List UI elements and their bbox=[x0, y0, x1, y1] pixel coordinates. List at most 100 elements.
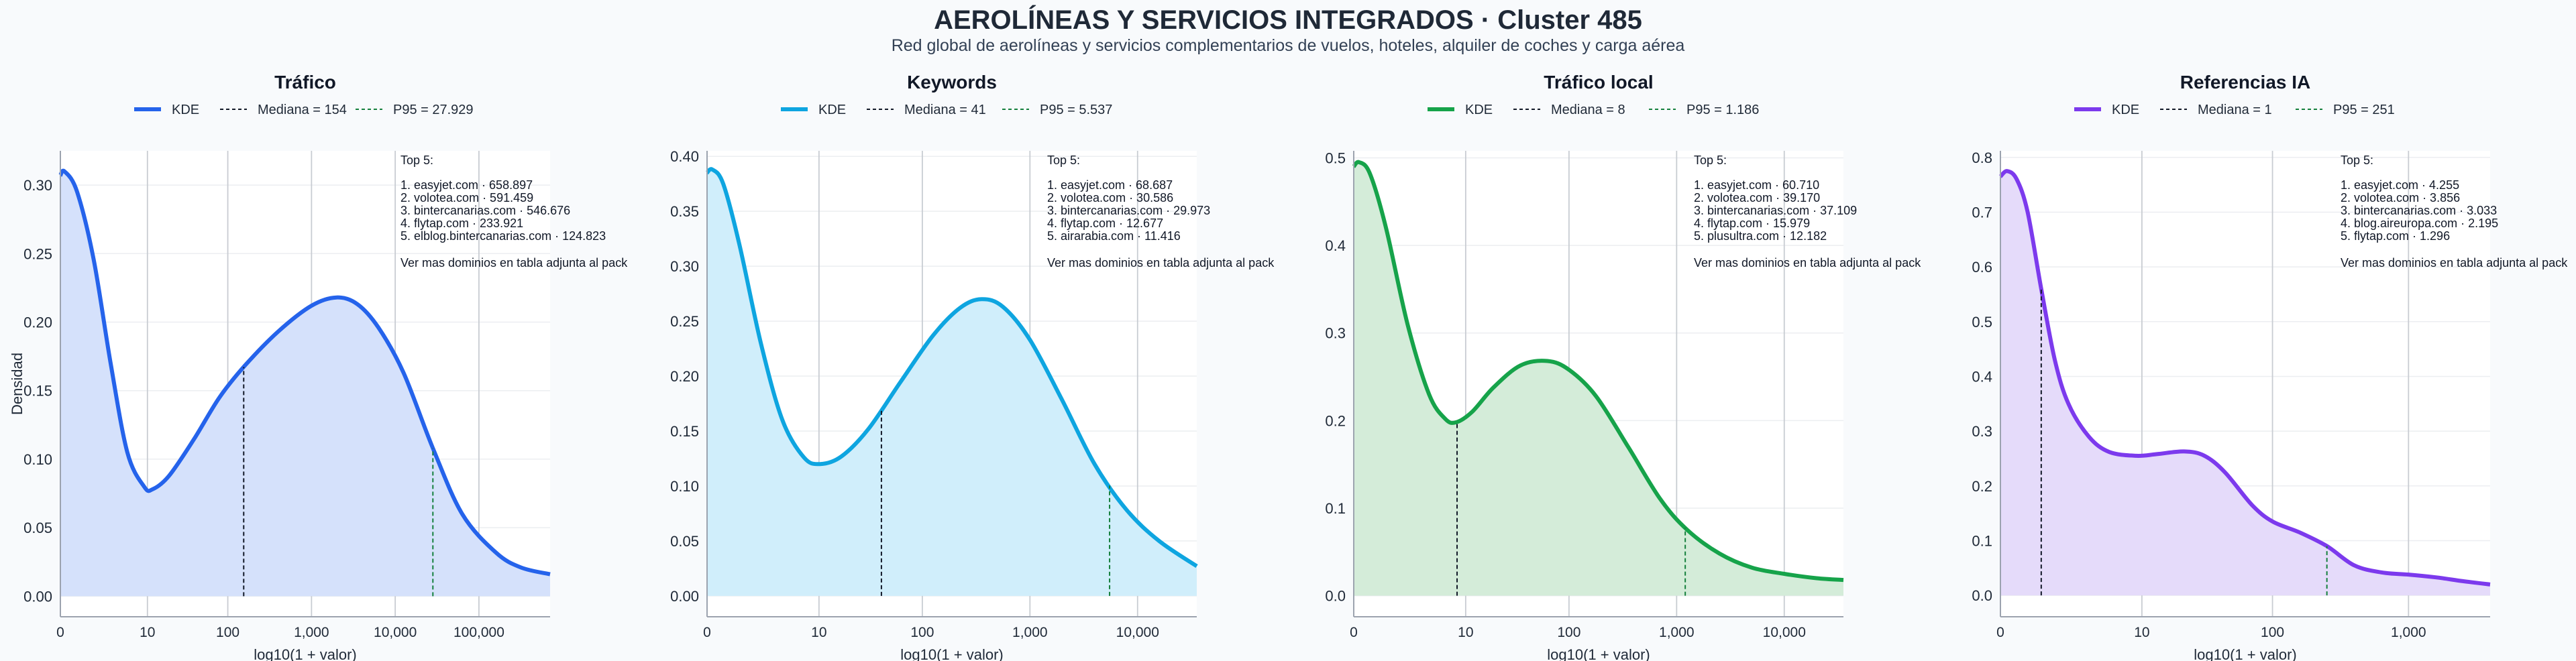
y-tick-label: 0.1 bbox=[1325, 500, 1346, 517]
y-tick-label: 0.15 bbox=[670, 423, 699, 440]
y-axis-label: Densidad bbox=[9, 353, 25, 415]
annotation-item: 4. flytap.com · 15.979 bbox=[1694, 217, 1810, 230]
annotation-heading: Top 5: bbox=[2341, 154, 2373, 167]
x-tick-label: 0 bbox=[1350, 625, 1358, 640]
y-tick-label: 0.30 bbox=[670, 258, 699, 275]
y-tick-label: 0.5 bbox=[1972, 314, 1992, 330]
annotation-item: 2. volotea.com · 591.459 bbox=[400, 191, 533, 204]
y-tick-label: 0.20 bbox=[670, 368, 699, 385]
annotation-footer: Ver mas dominios en tabla adjunta al pac… bbox=[1047, 256, 1275, 269]
annotation-item: 3. bintercanarias.com · 546.676 bbox=[400, 204, 570, 217]
legend-label: P95 = 1.186 bbox=[1686, 103, 1759, 117]
kde-line bbox=[1352, 160, 1844, 583]
y-tick-label: 0.8 bbox=[1972, 149, 1992, 166]
kde-line bbox=[705, 167, 1198, 568]
annotation-heading: Top 5: bbox=[1047, 154, 1080, 167]
x-tick-label: 100 bbox=[910, 625, 934, 640]
y-tick-label: 0.0 bbox=[1972, 587, 1992, 604]
y-tick-label: 0.10 bbox=[670, 478, 699, 495]
x-tick-label: 10 bbox=[140, 625, 155, 640]
annotation-item: 1. easyjet.com · 60.710 bbox=[1694, 178, 1819, 192]
page-subtitle: Red global de aerolíneas y servicios com… bbox=[891, 36, 1685, 55]
annotation-item: 4. blog.aireuropa.com · 2.195 bbox=[2341, 217, 2498, 230]
annotation-item: 2. volotea.com · 3.856 bbox=[2341, 191, 2460, 204]
annotation-item: 5. flytap.com · 1.296 bbox=[2341, 229, 2450, 243]
y-tick-label: 0.3 bbox=[1325, 325, 1346, 342]
kde-area bbox=[2000, 171, 2490, 596]
y-tick-label: 0.25 bbox=[670, 313, 699, 330]
y-tick-label: 0.3 bbox=[1972, 423, 1992, 440]
legend-label: Mediana = 154 bbox=[258, 103, 347, 117]
y-tick-label: 0.25 bbox=[23, 245, 52, 262]
chart-title: Tráfico local bbox=[1544, 72, 1653, 93]
x-tick-label: 10,000 bbox=[1763, 625, 1806, 640]
page-title: AEROLÍNEAS Y SERVICIOS INTEGRADOS · Clus… bbox=[934, 5, 1642, 35]
annotation-item: 3. bintercanarias.com · 37.109 bbox=[1694, 204, 1857, 217]
chart-panel-3: 0.0 0.1 0.2 0.3 0.4 0.5 0 10 100 1,000 10,000 Tráfi… bbox=[1325, 72, 1921, 661]
x-tick-label: 1,000 bbox=[1012, 625, 1048, 640]
x-axis-label: log10(1 + valor) bbox=[2194, 646, 2296, 661]
x-tick-label: 10 bbox=[2134, 625, 2149, 640]
y-tick-label: 0.5 bbox=[1325, 149, 1346, 166]
y-tick-label: 0.4 bbox=[1972, 368, 1992, 385]
legend-label: P95 = 5.537 bbox=[1040, 103, 1112, 117]
annotation-item: 3. bintercanarias.com · 29.973 bbox=[1047, 204, 1210, 217]
annotation-item: 4. flytap.com · 12.677 bbox=[1047, 217, 1163, 230]
annotation-footer: Ver mas dominios en tabla adjunta al pac… bbox=[400, 256, 628, 269]
legend-label: P95 = 251 bbox=[2333, 103, 2395, 117]
x-axis-label: log10(1 + valor) bbox=[254, 646, 356, 661]
y-tick-label: 0.7 bbox=[1972, 204, 1992, 221]
x-tick-label: 100 bbox=[216, 625, 239, 640]
x-tick-label: 10 bbox=[1458, 625, 1473, 640]
legend-label: Mediana = 8 bbox=[1551, 103, 1625, 117]
x-tick-label: 100,000 bbox=[453, 625, 504, 640]
annotation-item: 2. volotea.com · 39.170 bbox=[1694, 191, 1820, 204]
kde-line bbox=[58, 168, 551, 577]
annotation-heading: Top 5: bbox=[1694, 154, 1727, 167]
y-tick-label: 0.05 bbox=[23, 520, 52, 536]
annotation-item: 1. easyjet.com · 4.255 bbox=[2341, 178, 2459, 192]
chart-panel-4: 0.0 0.1 0.2 0.3 0.4 0.5 0.6 0.7 0.8 0 10 100 1,000 Re… bbox=[1972, 72, 2568, 661]
kde-area bbox=[1354, 162, 1843, 596]
x-tick-label: 0 bbox=[1996, 625, 2004, 640]
annotation-heading: Top 5: bbox=[400, 154, 433, 167]
x-tick-label: 100 bbox=[1557, 625, 1580, 640]
x-axis-label: log10(1 + valor) bbox=[900, 646, 1003, 661]
y-tick-label: 0.4 bbox=[1325, 237, 1346, 254]
legend-label: Mediana = 1 bbox=[2198, 103, 2272, 117]
legend-label: KDE bbox=[2112, 103, 2139, 117]
x-tick-label: 1,000 bbox=[1659, 625, 1695, 640]
annotation-item: 5. plusultra.com · 12.182 bbox=[1694, 229, 1827, 243]
y-tick-label: 0.15 bbox=[23, 383, 52, 400]
x-tick-label: 1,000 bbox=[2391, 625, 2426, 640]
annotation-footer: Ver mas dominios en tabla adjunta al pac… bbox=[1694, 256, 1921, 269]
annotation-item: 1. easyjet.com · 658.897 bbox=[400, 178, 533, 192]
y-tick-label: 0.6 bbox=[1972, 259, 1992, 276]
annotation-item: 5. elblog.bintercanarias.com · 124.823 bbox=[400, 229, 606, 243]
chart-panel-2: 0.00 0.05 0.10 0.15 0.20 0.25 0.30 0.35 0.40 0 10 1… bbox=[670, 72, 1275, 661]
x-tick-label: 10,000 bbox=[1116, 625, 1159, 640]
y-tick-label: 0.20 bbox=[23, 314, 52, 331]
x-tick-label: 0 bbox=[703, 625, 711, 640]
y-tick-label: 0.35 bbox=[670, 203, 699, 220]
kde-area bbox=[60, 170, 550, 597]
x-tick-label: 1,000 bbox=[294, 625, 329, 640]
y-tick-label: 0.10 bbox=[23, 451, 52, 468]
kde-line bbox=[1998, 169, 2491, 587]
annotation-item: 1. easyjet.com · 68.687 bbox=[1047, 178, 1173, 192]
y-tick-label: 0.1 bbox=[1972, 532, 1992, 549]
y-tick-label: 0.2 bbox=[1972, 478, 1992, 495]
x-tick-label: 10 bbox=[811, 625, 826, 640]
annotation-footer: Ver mas dominios en tabla adjunta al pac… bbox=[2341, 256, 2568, 269]
legend-label: KDE bbox=[818, 103, 846, 117]
legend-label: KDE bbox=[172, 103, 199, 117]
chart-panel-1: 0.00 0.05 0.10 0.15 0.20 0.25 0.30 0 10 100 1,000 1… bbox=[9, 72, 628, 661]
annotation-item: 3. bintercanarias.com · 3.033 bbox=[2341, 204, 2497, 217]
legend-label: Mediana = 41 bbox=[904, 103, 986, 117]
y-tick-label: 0.00 bbox=[670, 588, 699, 605]
x-tick-label: 100 bbox=[2261, 625, 2284, 640]
x-axis-label: log10(1 + valor) bbox=[1547, 646, 1650, 661]
chart-title: Referencias IA bbox=[2180, 72, 2311, 93]
y-tick-label: 0.30 bbox=[23, 177, 52, 194]
